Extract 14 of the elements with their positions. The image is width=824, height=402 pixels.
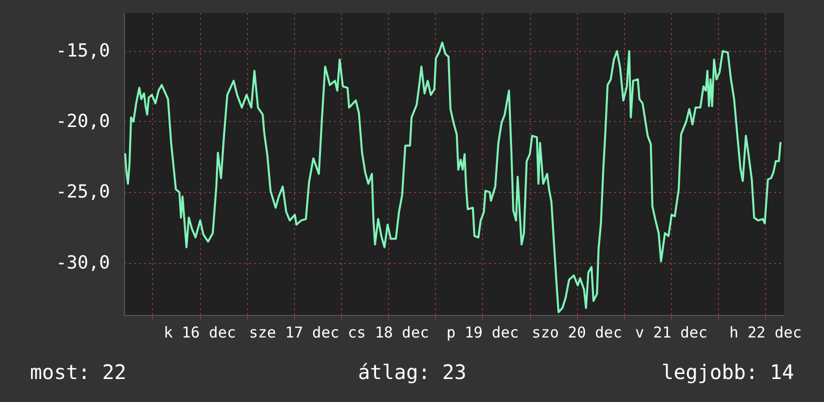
- x-tick-label: k 16 dec: [164, 324, 236, 342]
- x-tick-label: cs 18 dec: [348, 324, 430, 342]
- x-tick-label: v 21 dec: [635, 324, 708, 342]
- x-tick-label: p 19 dec: [446, 324, 519, 342]
- text: legjobb: 14: [662, 360, 794, 384]
- y-tick-label: -15,0: [56, 40, 110, 62]
- y-tick-label: -30,0: [56, 252, 110, 274]
- x-tick-label: h 22 dec: [729, 324, 802, 342]
- x-tick-label: szo 20 dec: [532, 324, 622, 342]
- text: most: 22: [30, 360, 126, 384]
- y-tick-label: -20,0: [56, 111, 110, 132]
- text: átlag: 23: [358, 360, 466, 384]
- x-tick-label: sze 17 dec: [248, 324, 340, 342]
- y-tick-label: -25,0: [56, 182, 110, 203]
